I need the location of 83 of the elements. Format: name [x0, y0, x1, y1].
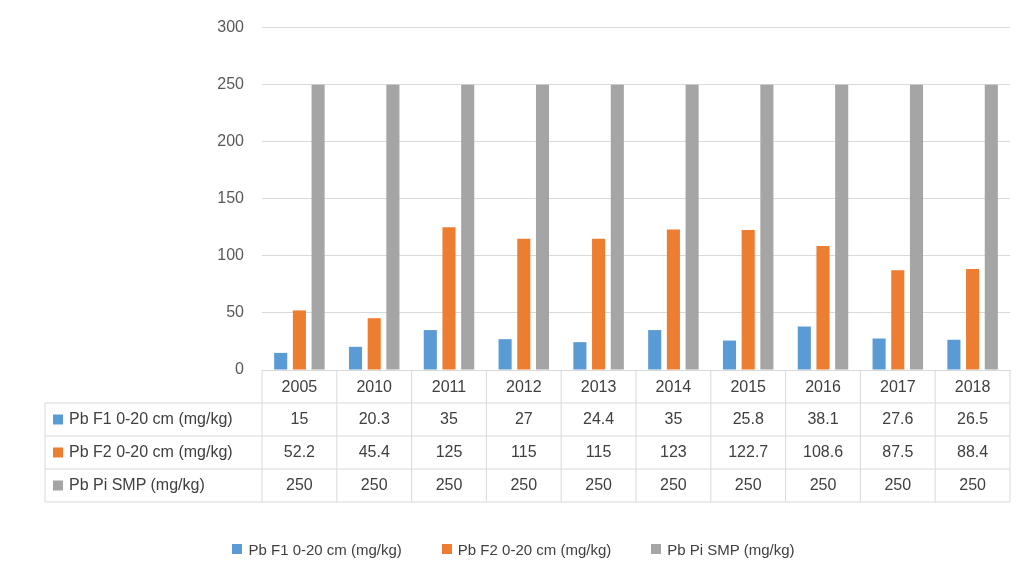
- data-label: 88.4: [957, 442, 989, 460]
- legend-label: Pb F2 0-20 cm (mg/kg): [69, 442, 233, 460]
- text: Pb F2 0-20 cm (mg/kg): [457, 540, 612, 558]
- bar: [442, 227, 456, 370]
- bar: [891, 270, 905, 370]
- data-label: 20.3: [358, 409, 390, 427]
- bar: [535, 84, 550, 370]
- x-tick-label: 2013: [580, 378, 617, 396]
- bar: [685, 84, 699, 370]
- data-label: 250: [510, 475, 538, 493]
- bar: [517, 238, 531, 370]
- data-label: 45.4: [358, 442, 390, 460]
- bar: [722, 340, 737, 370]
- data-label: 250: [435, 475, 463, 493]
- text: Pb F1 0-20 cm (mg/kg): [248, 540, 402, 558]
- x-tick-label: 2012: [506, 378, 542, 396]
- y-tick-label: 250: [217, 75, 245, 93]
- bar: [461, 84, 475, 370]
- legend-label: Pb Pi SMP (mg/kg): [69, 475, 205, 493]
- x-tick-label: 2011: [431, 378, 467, 396]
- bar: [292, 310, 306, 370]
- bar: [835, 84, 849, 370]
- y-tick-label: 300: [217, 18, 245, 36]
- x-tick-label: 2018: [954, 378, 991, 396]
- x-tick-label: 2015: [730, 378, 767, 396]
- bar: [816, 246, 830, 370]
- data-label: 25.8: [732, 409, 764, 427]
- bar: [966, 269, 980, 370]
- bar: [666, 229, 680, 370]
- data-label: 52.2: [283, 442, 316, 460]
- data-label: 15: [290, 409, 309, 427]
- y-tick-label: 150: [217, 189, 245, 207]
- bar: [760, 84, 774, 370]
- bar: [872, 338, 886, 370]
- bar: [573, 342, 587, 370]
- x-tick-label: 2014: [655, 378, 692, 396]
- bar: [797, 326, 811, 370]
- bar: [909, 84, 924, 370]
- bar: [741, 229, 755, 370]
- x-tick-label: 2005: [281, 378, 318, 396]
- data-label: 24.4: [583, 409, 615, 427]
- data-label: 35: [664, 409, 683, 427]
- bar: [648, 330, 662, 370]
- data-label: 123: [660, 442, 687, 460]
- data-label: 38.1: [807, 409, 839, 427]
- y-tick-label: 200: [217, 132, 245, 150]
- data-label: 250: [884, 475, 912, 493]
- data-label: 250: [660, 475, 687, 493]
- data-label: 250: [734, 475, 762, 493]
- bar: [610, 84, 624, 370]
- legend-label: Pb F1 0-20 cm (mg/kg): [69, 409, 233, 427]
- data-label: 87.5: [882, 442, 914, 460]
- data-label: 115: [585, 442, 612, 460]
- data-label: 35: [440, 409, 458, 427]
- bar: [274, 352, 288, 370]
- data-label: 115: [511, 442, 537, 460]
- data-label: 122.7: [728, 442, 769, 460]
- bar: [498, 339, 512, 370]
- data-label: 125: [435, 442, 463, 460]
- bar: [386, 84, 400, 370]
- data-label: 250: [959, 475, 987, 493]
- data-label: 108.6: [802, 442, 844, 460]
- bar: [984, 84, 998, 370]
- data-label: 27.6: [882, 409, 914, 427]
- bar: [367, 318, 381, 370]
- data-label: 250: [809, 475, 837, 493]
- data-label: 27: [514, 409, 533, 427]
- text: Pb Pi SMP (mg/kg): [667, 540, 795, 558]
- x-tick-label: 2010: [356, 378, 393, 396]
- y-tick-label: 50: [226, 303, 245, 321]
- bar: [947, 339, 961, 370]
- bar: [348, 346, 363, 370]
- y-tick-label: 100: [217, 246, 245, 264]
- data-label: 250: [286, 475, 313, 493]
- y-tick-label: 0: [235, 360, 245, 378]
- x-tick-label: 2017: [880, 378, 916, 396]
- bar: [311, 84, 325, 370]
- x-tick-label: 2016: [805, 378, 841, 396]
- data-label: 250: [585, 475, 613, 493]
- data-label: 250: [360, 475, 388, 493]
- data-label: 26.5: [957, 409, 989, 427]
- bar: [592, 238, 606, 370]
- bar: [423, 330, 437, 370]
